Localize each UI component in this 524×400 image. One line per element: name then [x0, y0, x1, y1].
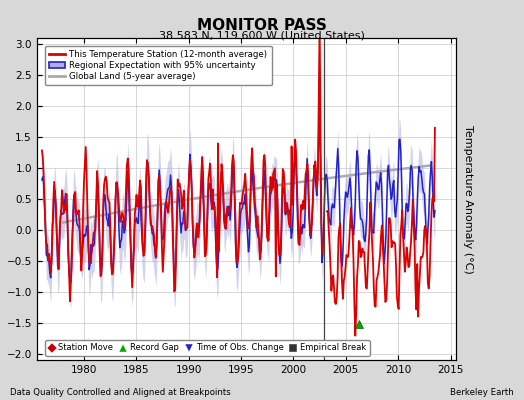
Y-axis label: Temperature Anomaly (°C): Temperature Anomaly (°C) [463, 125, 473, 273]
Text: 38.583 N, 119.600 W (United States): 38.583 N, 119.600 W (United States) [159, 30, 365, 40]
Legend: Station Move, Record Gap, Time of Obs. Change, Empirical Break: Station Move, Record Gap, Time of Obs. C… [45, 340, 370, 356]
Text: Berkeley Earth: Berkeley Earth [450, 388, 514, 397]
Text: Data Quality Controlled and Aligned at Breakpoints: Data Quality Controlled and Aligned at B… [10, 388, 231, 397]
Text: MONITOR PASS: MONITOR PASS [197, 18, 327, 33]
